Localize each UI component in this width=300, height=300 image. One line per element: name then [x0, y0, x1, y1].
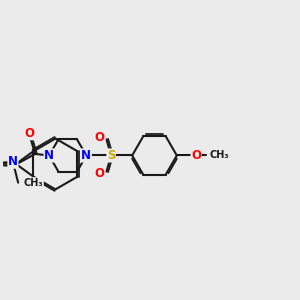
Text: CH₃: CH₃ — [209, 151, 229, 160]
Text: N: N — [8, 155, 18, 168]
Text: N: N — [81, 149, 91, 162]
Text: CH₃: CH₃ — [24, 178, 43, 188]
Text: N: N — [44, 149, 54, 162]
Text: S: S — [107, 149, 116, 162]
Text: O: O — [191, 149, 201, 162]
Text: O: O — [24, 127, 34, 140]
Text: O: O — [94, 167, 105, 180]
Text: O: O — [94, 131, 105, 144]
